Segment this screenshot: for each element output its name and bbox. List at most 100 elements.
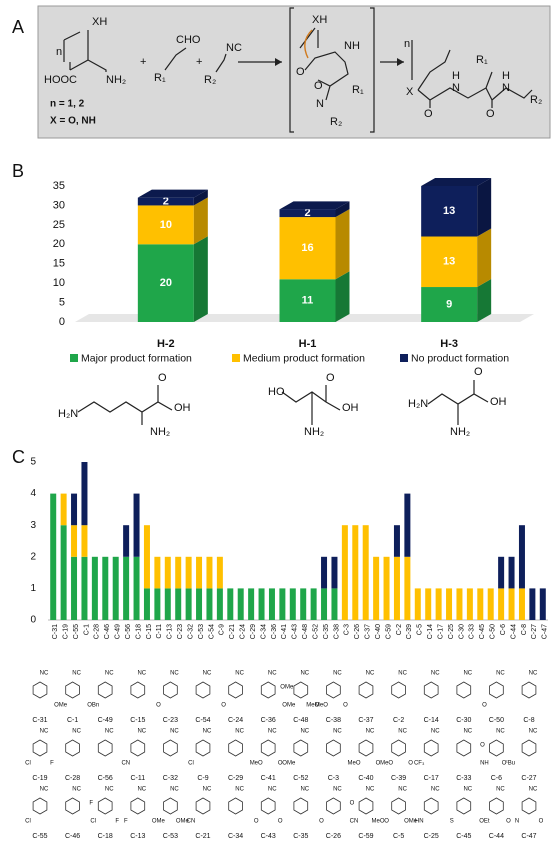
structure-atom: NC bbox=[72, 729, 81, 735]
bar-segment bbox=[112, 556, 119, 620]
structure-atom: NC bbox=[72, 671, 81, 677]
bar-segment bbox=[133, 493, 140, 557]
structure-atom: Cl bbox=[90, 819, 96, 825]
scheme-text: CHO bbox=[176, 34, 201, 46]
bar-segment bbox=[216, 556, 223, 589]
structure-ring bbox=[293, 681, 309, 699]
x-tick-label: H-3 bbox=[440, 338, 458, 350]
bar-segment bbox=[498, 556, 505, 589]
structure-ring bbox=[130, 739, 146, 757]
x-tick-label: C-56 bbox=[125, 624, 132, 639]
structure-atom: MeO bbox=[315, 703, 328, 709]
scheme-text: R₂ bbox=[204, 74, 216, 86]
x-tick-label: C-29 bbox=[250, 624, 257, 639]
bar-top bbox=[279, 201, 350, 210]
structure-ring bbox=[130, 797, 146, 815]
structure-ring bbox=[65, 797, 80, 815]
y-tick-label: 30 bbox=[53, 199, 65, 211]
structure-label: C-54 bbox=[195, 717, 210, 724]
structure-label: C-48 bbox=[293, 717, 308, 724]
structure-ring bbox=[260, 739, 276, 757]
structure-label: C-50 bbox=[489, 717, 504, 724]
bar-segment bbox=[196, 556, 203, 589]
structure-atom: HN bbox=[415, 819, 424, 825]
structure-atom: NC bbox=[529, 671, 538, 677]
structure-atom: NC bbox=[300, 729, 309, 735]
structure-atom: OMe bbox=[280, 685, 294, 691]
structure-atom: NC bbox=[366, 729, 375, 735]
structure-label: C-24 bbox=[228, 717, 243, 724]
bar-segment bbox=[421, 186, 478, 237]
bar-segment bbox=[248, 588, 255, 620]
scheme-text: H bbox=[502, 70, 510, 82]
structure-atom: MeO bbox=[306, 703, 319, 709]
structure-label: C-9 bbox=[197, 775, 208, 782]
structure-label: C-47 bbox=[521, 833, 536, 840]
scheme-text: R₁ bbox=[352, 84, 364, 96]
structure-ring bbox=[489, 681, 504, 699]
structure-atom: O bbox=[539, 819, 544, 825]
bar-segment bbox=[373, 556, 380, 620]
bar-segment bbox=[300, 588, 307, 620]
structure-label: C-44 bbox=[489, 833, 504, 840]
bar-segment bbox=[237, 588, 244, 620]
bar-segment bbox=[196, 588, 203, 620]
bar-top bbox=[421, 178, 492, 186]
structure-ring bbox=[456, 739, 472, 757]
bar-segment bbox=[362, 525, 369, 620]
structure-atom: O bbox=[319, 819, 324, 825]
bar-segment bbox=[498, 588, 505, 620]
structure-atom: NC bbox=[105, 787, 114, 793]
structure-ring bbox=[326, 797, 341, 815]
structure-label: C-52 bbox=[293, 775, 308, 782]
value-label: 13 bbox=[443, 256, 455, 268]
bar-segment bbox=[321, 556, 328, 589]
bar-segment bbox=[279, 209, 336, 218]
y-tick-label: 1 bbox=[30, 583, 36, 594]
structure-ring bbox=[521, 739, 537, 757]
structure-atom: NC bbox=[235, 671, 244, 677]
x-tick-label: C-39 bbox=[406, 624, 413, 639]
structure-label: C-31 bbox=[32, 717, 47, 724]
structure-ring bbox=[97, 681, 113, 699]
value-label: 16 bbox=[301, 242, 313, 254]
bar-segment bbox=[539, 588, 546, 620]
structure-label: C-23 bbox=[163, 717, 178, 724]
scheme-text: n = 1, 2 bbox=[50, 99, 85, 110]
y-tick-label: 2 bbox=[30, 551, 36, 562]
legend-label: Medium product formation bbox=[243, 352, 365, 364]
scheme-text: + bbox=[140, 56, 146, 68]
bar-segment bbox=[60, 525, 67, 620]
bar-segment bbox=[529, 588, 536, 620]
legend-swatch bbox=[70, 354, 78, 362]
structure-ring bbox=[489, 797, 504, 815]
structure-label: C-56 bbox=[98, 775, 113, 782]
structure-atom: Cl bbox=[188, 761, 194, 767]
structure-label: C-32 bbox=[163, 775, 178, 782]
x-tick-label: C-45 bbox=[479, 624, 486, 639]
scheme-text: X = O, NH bbox=[50, 116, 96, 127]
structure-atom: N bbox=[515, 819, 519, 825]
amine-atom: OH bbox=[490, 396, 507, 408]
structure-label: C-55 bbox=[32, 833, 47, 840]
scheme-text: NC bbox=[226, 42, 242, 54]
x-tick-label: C-8 bbox=[521, 624, 528, 635]
x-tick-label: C-23 bbox=[177, 624, 184, 639]
bar-segment bbox=[123, 556, 130, 620]
structure-ring bbox=[358, 681, 374, 699]
structure-ring bbox=[65, 681, 80, 699]
structure-atom: NC bbox=[431, 671, 440, 677]
bar-segment bbox=[71, 525, 78, 557]
bar-side bbox=[335, 271, 350, 322]
amine-atom: H₂N bbox=[58, 408, 78, 420]
bar-segment bbox=[137, 197, 194, 206]
x-tick-label: C-34 bbox=[260, 624, 267, 639]
amine-atom: O bbox=[326, 372, 335, 384]
bar-segment bbox=[508, 588, 515, 620]
bar-segment bbox=[81, 462, 88, 526]
panel-label: A bbox=[12, 17, 24, 37]
structure-label: C-11 bbox=[130, 775, 145, 782]
bar-segment bbox=[164, 588, 171, 620]
structure-atom: NC bbox=[235, 729, 244, 735]
structure-ring bbox=[489, 739, 504, 757]
